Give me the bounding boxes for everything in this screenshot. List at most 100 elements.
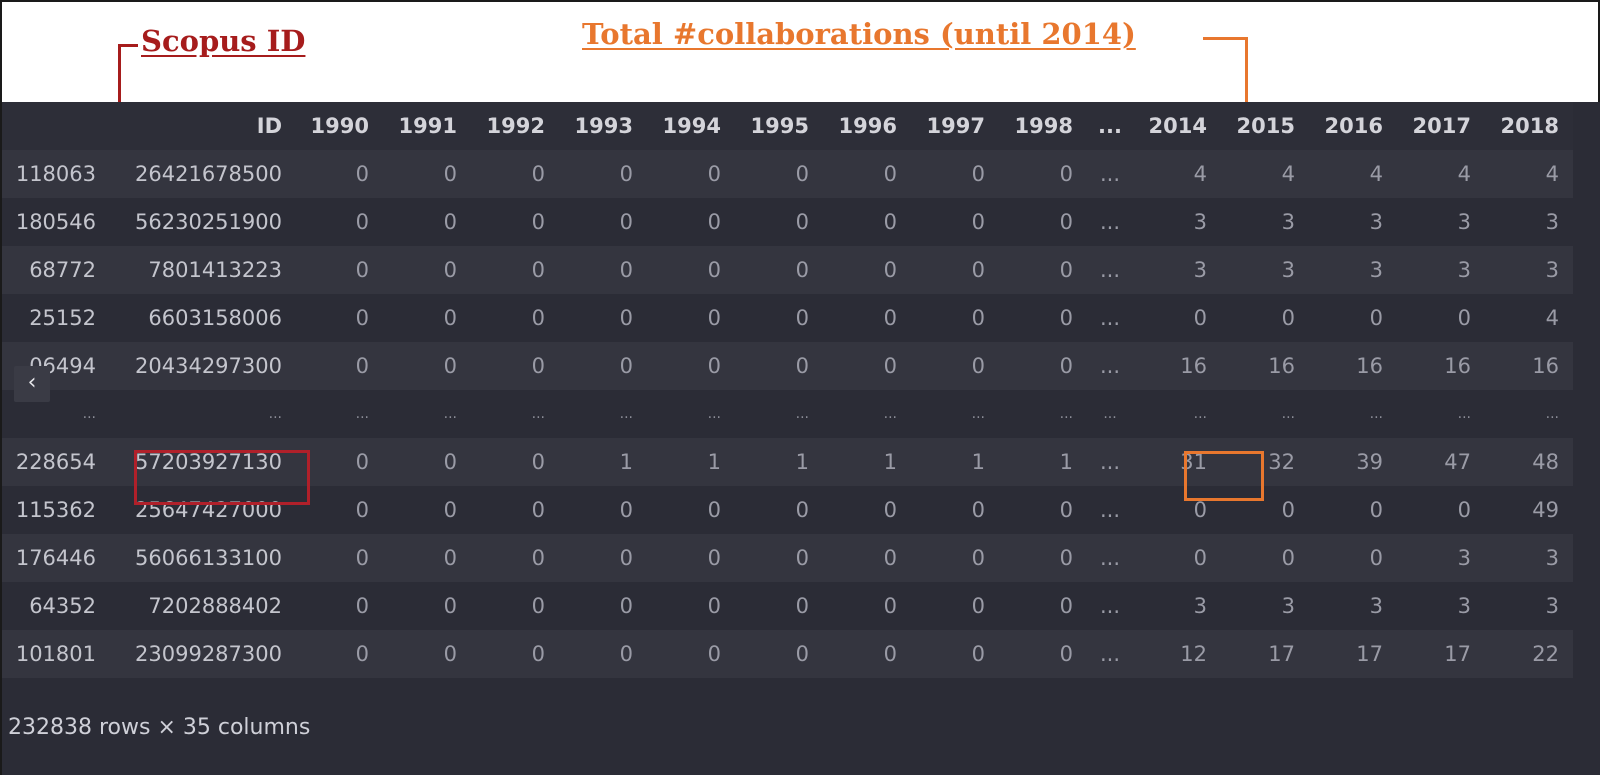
table-cell: 48 (1485, 438, 1573, 486)
scopus-id-highlight-box (134, 450, 310, 505)
table-cell: 0 (1397, 486, 1485, 534)
table-cell: ... (1087, 630, 1133, 678)
table-cell: 0 (1221, 486, 1309, 534)
table-cell: 3 (1309, 198, 1397, 246)
table-cell: 0 (823, 246, 911, 294)
table-cell: 0 (911, 342, 999, 390)
table-cell: 0 (559, 582, 647, 630)
table-cell: 0 (999, 534, 1087, 582)
dataframe-shape-footer: 232838 rows × 35 columns (8, 715, 311, 740)
table-cell: 4 (1133, 150, 1221, 198)
table-cell: 0 (296, 630, 383, 678)
table-cell: 0 (999, 582, 1087, 630)
table-cell: 1 (735, 438, 823, 486)
table-cell: 0 (559, 534, 647, 582)
table-cell: 16 (1133, 342, 1221, 390)
table-cell: 0 (296, 246, 383, 294)
table-row: 25152 6603158006 0 0 0 0 0 0 0 0 0... 0 0 0 0 4 (2, 294, 1573, 342)
table-cell: ... (823, 390, 911, 438)
table-cell: 16 (1485, 342, 1573, 390)
table-cell: 49 (1485, 486, 1573, 534)
table-cell: 0 (471, 342, 559, 390)
row-index: 101801 (2, 630, 110, 678)
table-cell: 3 (1221, 198, 1309, 246)
table-cell: 0 (559, 486, 647, 534)
column-header: 1998 (999, 102, 1087, 150)
table-cell: 0 (383, 486, 471, 534)
column-header: 2014 (1133, 102, 1221, 150)
table-cell: 0 (559, 150, 647, 198)
row-index: 228654 (2, 438, 110, 486)
table-cell: 0 (383, 582, 471, 630)
table-cell: 12 (1133, 630, 1221, 678)
table-cell: 0 (823, 534, 911, 582)
table-cell: 3 (1133, 198, 1221, 246)
table-cell: 0 (559, 294, 647, 342)
table-cell: 0 (735, 534, 823, 582)
table-cell: 3 (1309, 246, 1397, 294)
table-cell: 0 (647, 486, 735, 534)
row-index: 176446 (2, 534, 110, 582)
column-header: 1995 (735, 102, 823, 150)
chevron-left-icon[interactable]: ‹ (14, 366, 50, 402)
table-cell: 3 (1397, 582, 1485, 630)
table-row: 64352 7202888402 0 0 0 0 0 0 0 0 0... 3 3 3 3 3 (2, 582, 1573, 630)
column-header: 1991 (383, 102, 471, 150)
table-cell: 0 (1221, 534, 1309, 582)
table-cell: 0 (823, 198, 911, 246)
table-cell: 4 (1397, 150, 1485, 198)
table-cell: ... (471, 390, 559, 438)
column-header: ... (1087, 102, 1133, 150)
table-cell: 4 (1485, 294, 1573, 342)
table-cell: 0 (296, 534, 383, 582)
collab-connector-top (1203, 37, 1248, 40)
table-cell: 0 (647, 294, 735, 342)
table-cell: 0 (823, 150, 911, 198)
table-cell: 0 (911, 582, 999, 630)
column-header: 2018 (1485, 102, 1573, 150)
table-cell: 4 (1309, 150, 1397, 198)
table-cell: 0 (383, 438, 471, 486)
table-cell: 17 (1397, 630, 1485, 678)
table-cell: 0 (735, 342, 823, 390)
column-header: 1997 (911, 102, 999, 150)
table-cell: 0 (383, 198, 471, 246)
table-cell: 0 (296, 486, 383, 534)
table-cell: 0 (735, 630, 823, 678)
table-cell: 0 (471, 630, 559, 678)
table-cell: 0 (735, 582, 823, 630)
scopus-id-cell: 7202888402 (110, 582, 296, 630)
table-cell: 4 (1485, 150, 1573, 198)
scopus-id-cell: 56066133100 (110, 534, 296, 582)
table-cell: ... (1309, 390, 1397, 438)
table-cell: 32 (1221, 438, 1309, 486)
table-cell: 3 (1309, 582, 1397, 630)
table-cell: 0 (1133, 294, 1221, 342)
table-cell: 3 (1397, 198, 1485, 246)
table-cell: 0 (735, 150, 823, 198)
table-cell: ... (1087, 582, 1133, 630)
table-cell: 0 (383, 630, 471, 678)
table-cell: 3 (1397, 534, 1485, 582)
table-cell: 17 (1221, 630, 1309, 678)
table-cell: 0 (1309, 486, 1397, 534)
table-cell: 31 (1133, 438, 1221, 486)
table-cell: 17 (1309, 630, 1397, 678)
table-row: 68772 7801413223 0 0 0 0 0 0 0 0 0... 3 3 3 3 3 (2, 246, 1573, 294)
scopus-id-cell: 20434297300 (110, 342, 296, 390)
table-cell: 0 (1397, 294, 1485, 342)
table-cell: 47 (1397, 438, 1485, 486)
scopus-id-cell: 7801413223 (110, 246, 296, 294)
table-cell: 1 (911, 438, 999, 486)
table-row: 180546 56230251900 0 0 0 0 0 0 0 0 0... 3 3 3 3 3 (2, 198, 1573, 246)
row-index: 115362 (2, 486, 110, 534)
table-cell: 0 (647, 582, 735, 630)
table-cell: 39 (1309, 438, 1397, 486)
ellipsis-row: ........................................… (2, 390, 1573, 438)
table-cell: 1 (823, 438, 911, 486)
table-cell: 4 (1221, 150, 1309, 198)
column-header: 2017 (1397, 102, 1485, 150)
table-cell: 0 (647, 630, 735, 678)
table-cell: 0 (911, 534, 999, 582)
table-cell: 0 (471, 150, 559, 198)
